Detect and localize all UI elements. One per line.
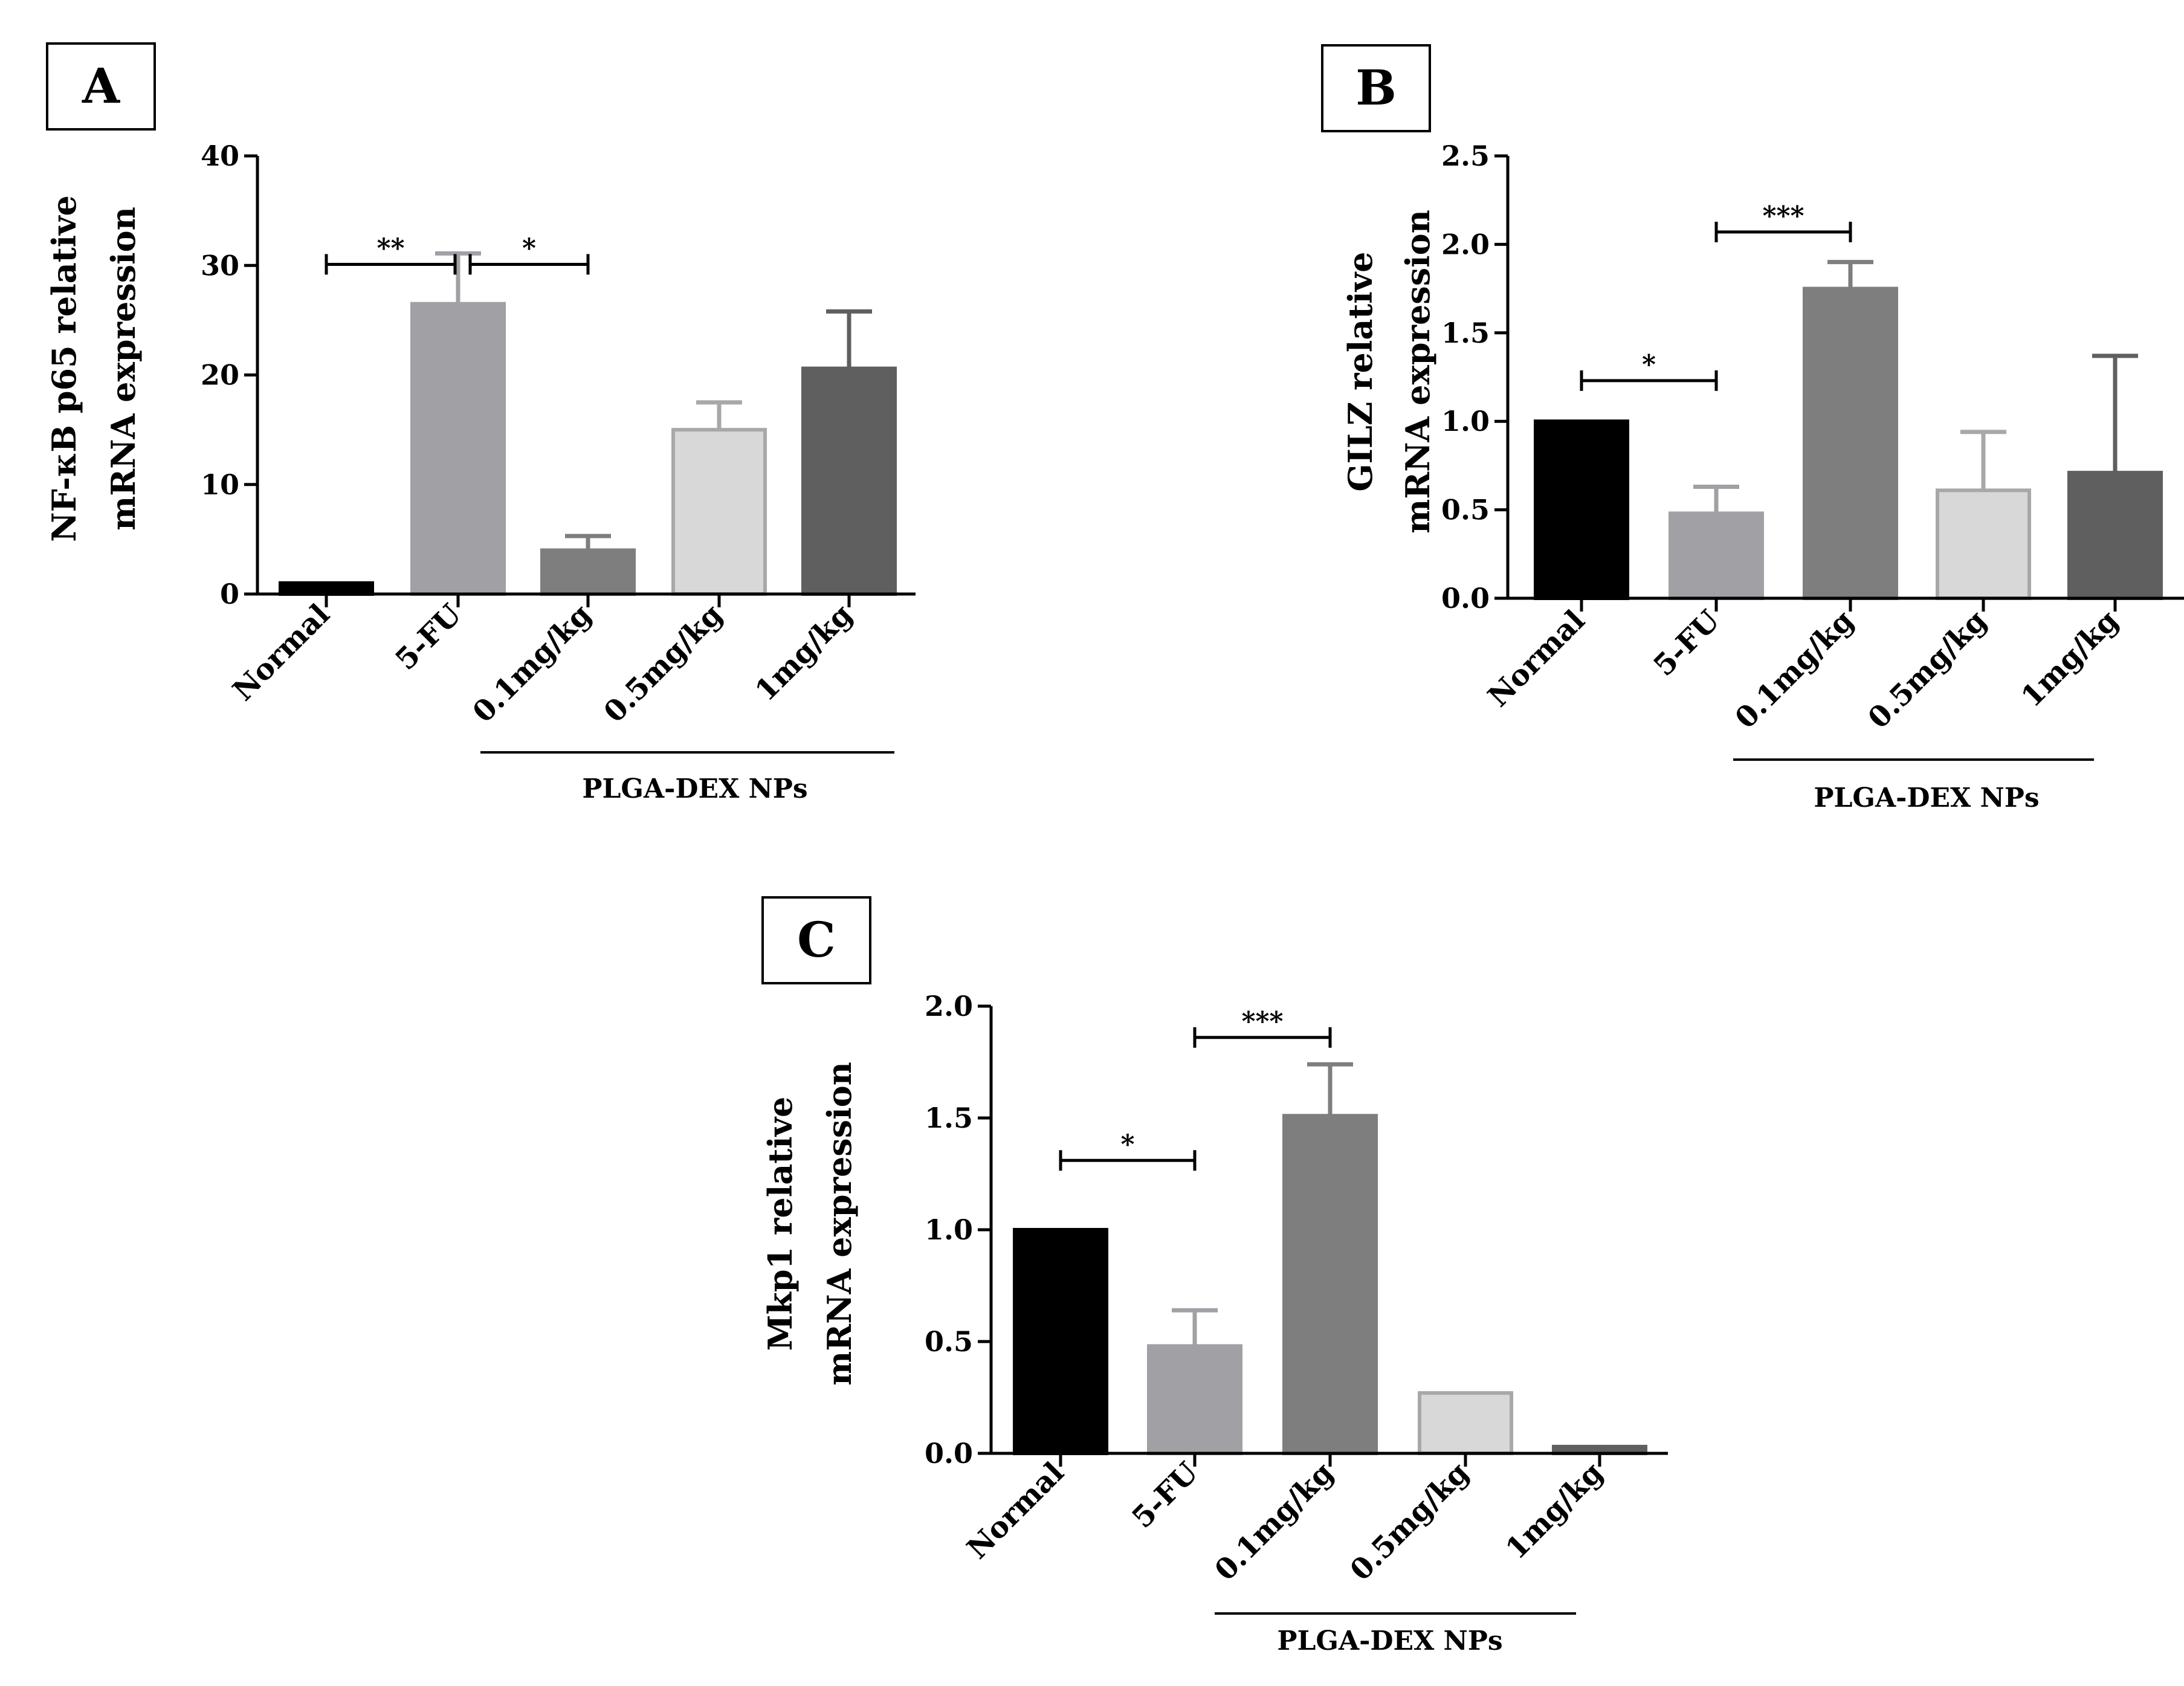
y-tick-label: 30	[201, 249, 239, 282]
y-ticks: 0.0 0.5 1.0 1.5 2.0	[925, 990, 991, 1470]
category-label: 1mg/kg	[2015, 604, 2125, 714]
bars	[1534, 286, 2163, 601]
significance-label: *	[1642, 349, 1656, 380]
y-axis-title-line-1: NF-κB p65 relative	[45, 195, 83, 542]
bar-5-fu	[410, 302, 506, 596]
panel-letter: C	[797, 911, 836, 968]
category-label: 0.5mg/kg	[1344, 1456, 1476, 1587]
significance-label: *	[1120, 1129, 1134, 1160]
significance-label: *	[522, 233, 536, 263]
group-label: PLGA-DEX NPs	[1277, 1626, 1502, 1656]
category-label: 5-FU	[389, 598, 468, 677]
y-tick-label: 2.0	[925, 990, 973, 1022]
bar-normal	[1534, 419, 1629, 600]
y-tick-label: 1.5	[925, 1102, 973, 1134]
bar-normal	[1013, 1228, 1108, 1455]
category-label: 5-FU	[1647, 604, 1726, 683]
y-tick-label: 20	[201, 359, 239, 392]
y-tick-label: 1.0	[1441, 405, 1490, 438]
y-ticks: 0 10 20 30 40	[201, 140, 257, 610]
x-ticks	[325, 594, 851, 607]
x-ticks	[1580, 598, 2117, 612]
panel-letter-box	[1321, 44, 1431, 132]
category-label: 0.1mg/kg	[467, 598, 598, 729]
bar-0-1mg-kg	[1282, 1114, 1378, 1456]
y-tick-label: 10	[201, 468, 239, 501]
y-axis-title: GILZ relative mRNA expression	[1341, 210, 1437, 534]
significance-label: **	[376, 233, 404, 263]
y-tick-label: 1.0	[925, 1213, 973, 1246]
y-axis-title-line-2: mRNA expression	[1398, 210, 1437, 534]
bar-1mg-kg	[2067, 471, 2163, 600]
y-tick-label: 0.0	[1441, 582, 1490, 615]
bar-0-5mg-kg	[1418, 1391, 1513, 1456]
y-axis-title: NF-κB p65 relative mRNA expression	[45, 195, 143, 542]
bar-0-1mg-kg	[540, 548, 636, 596]
y-tick-label: 0	[220, 578, 239, 610]
y-axis-title-line-2: mRNA expression	[104, 207, 143, 531]
category-label: 1mg/kg	[749, 598, 859, 708]
significance-brackets: ** *	[325, 233, 590, 275]
panel-letter: B	[1355, 59, 1397, 116]
y-tick-label: 40	[201, 140, 239, 172]
y-axis-title: Mkp1 relative mRNA expression	[761, 1062, 859, 1386]
panel-letter-box	[46, 42, 156, 131]
bar-0-5mg-kg	[1936, 488, 2031, 601]
panel-a: A NF-κB p65 relative mRNA expression 0 10…	[45, 42, 916, 804]
y-axis-title-line-1: GILZ relative	[1341, 251, 1380, 491]
y-tick-label: 0.5	[1441, 494, 1490, 526]
category-label: 0.1mg/kg	[1209, 1456, 1340, 1587]
significance-label: ***	[1762, 201, 1804, 231]
y-tick-label: 2.5	[1441, 140, 1490, 172]
y-tick-label: 1.5	[1441, 317, 1490, 349]
y-tick-label: 0.5	[925, 1325, 973, 1358]
error-bars	[1172, 1062, 1353, 1346]
y-axis-title-line-2: mRNA expression	[820, 1062, 859, 1386]
significance-label: ***	[1241, 1006, 1283, 1037]
bars	[279, 302, 897, 596]
panel-c: C Mkp1 relative mRNA expression 0.0 0.5 1.…	[761, 896, 1668, 1656]
category-label: 5-FU	[1125, 1456, 1204, 1535]
significance-brackets: ****	[1059, 1006, 1332, 1171]
category-label: 1mg/kg	[1499, 1456, 1610, 1566]
significance-brackets: ****	[1580, 201, 1852, 391]
x-ticks	[1059, 1453, 1601, 1467]
category-label: 0.5mg/kg	[598, 598, 729, 729]
bar-5-fu	[1147, 1344, 1242, 1455]
category-label: 0.1mg/kg	[1729, 604, 1861, 735]
category-label: 0.5mg/kg	[1862, 604, 1994, 735]
y-tick-label: 0.0	[925, 1437, 973, 1470]
category-label: Normal	[227, 598, 337, 708]
y-ticks: 0.0 0.5 1.0 1.5 2.0 2.5	[1441, 140, 1508, 615]
group-label: PLGA-DEX NPs	[1814, 783, 2039, 813]
category-label: Normal	[1482, 604, 1592, 714]
bar-5-fu	[1669, 511, 1764, 600]
panel-b: B GILZ relative mRNA expression 0.0 0.5 1.…	[1321, 44, 2184, 813]
bar-normal	[279, 581, 374, 596]
error-bars	[1693, 260, 2138, 514]
panel-letter-box	[761, 896, 871, 984]
error-bars	[435, 251, 872, 551]
group-label: PLGA-DEX NPs	[582, 774, 807, 804]
bar-0-1mg-kg	[1803, 286, 1898, 601]
bar-0-5mg-kg	[671, 428, 767, 596]
panel-letter: A	[82, 57, 120, 114]
bars	[1013, 1114, 1647, 1456]
category-label: Normal	[961, 1456, 1071, 1566]
y-axis-title-line-1: Mkp1 relative	[761, 1097, 800, 1351]
bar-1mg-kg	[801, 366, 897, 596]
y-tick-label: 2.0	[1441, 228, 1490, 260]
